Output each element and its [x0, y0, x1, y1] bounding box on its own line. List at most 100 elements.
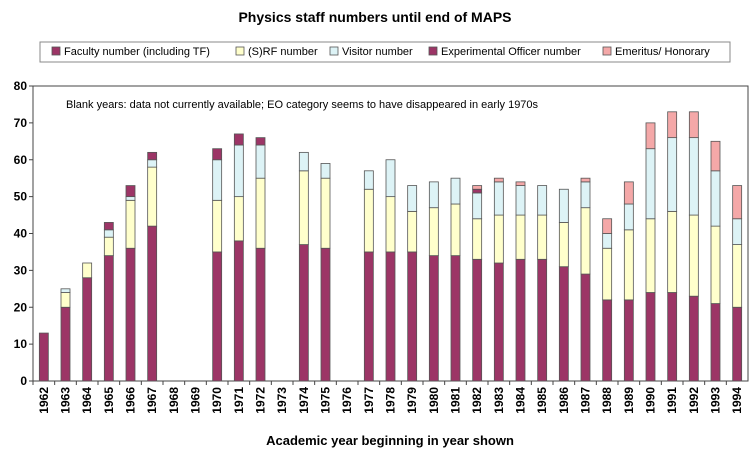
x-tick-label: 1991 [665, 387, 679, 414]
bar-segment [385, 196, 396, 253]
y-tick-label: 20 [14, 300, 28, 314]
bar-segment [645, 122, 656, 150]
bar-segment [602, 247, 613, 301]
bar-segment [147, 166, 158, 227]
bar-segment [255, 137, 266, 146]
bar-segment [233, 196, 244, 242]
bar-segment [125, 199, 136, 249]
x-tick-label: 1980 [427, 387, 441, 414]
bar-segment [472, 188, 483, 194]
bar-segment [125, 247, 136, 382]
bar-segment [233, 133, 244, 146]
bar-segment [710, 140, 721, 172]
chart-title: Physics staff numbers until end of MAPS [238, 9, 511, 25]
bar-segment [363, 188, 374, 253]
bar-segment [623, 299, 634, 382]
bar-segment [450, 255, 461, 382]
bar-segment [558, 266, 569, 382]
bar-segment [645, 292, 656, 382]
y-axis: 0 10 20 30 40 50 60 70 80 [14, 79, 33, 388]
bar-segment [147, 159, 158, 168]
x-axis-label: Academic year beginning in year shown [266, 433, 514, 448]
x-tick-label: 1966 [124, 387, 138, 414]
bar-segment [38, 332, 49, 382]
bar-segment [558, 222, 569, 268]
x-axis: 1962 1963 1964 1965 1966 1967 1968 1969 1970 1971… [32, 381, 744, 414]
x-tick-label: 1982 [470, 387, 484, 414]
x-tick-label: 1994 [730, 387, 744, 414]
x-tick-label: 1968 [167, 387, 181, 414]
bar-segment [233, 144, 244, 198]
bar-segment [732, 244, 743, 308]
y-tick-label: 40 [14, 227, 28, 241]
x-tick-label: 1964 [80, 387, 94, 414]
legend-entry: Emeritus/ Honorary [615, 46, 710, 58]
bar-segment [602, 233, 613, 249]
x-tick-label: 1977 [362, 387, 376, 414]
bar-segment [688, 111, 699, 139]
bar-segment [732, 218, 743, 245]
x-tick-label: 1988 [600, 387, 614, 414]
bar-segment [493, 262, 504, 382]
y-tick-label: 30 [14, 263, 28, 277]
x-tick-label: 1969 [189, 387, 203, 414]
legend-box [39, 41, 731, 63]
bar-segment [320, 163, 331, 179]
bar-segment [645, 148, 656, 220]
y-tick-label: 10 [14, 337, 28, 351]
bar-segment [60, 288, 71, 293]
bar-segment [515, 185, 526, 216]
legend-entry: (S)RF number [248, 46, 318, 58]
x-tick-label: 1975 [319, 387, 333, 414]
x-tick-label: 1984 [514, 387, 528, 414]
bar-segment [493, 181, 504, 216]
bar-segment [233, 240, 244, 382]
y-tick-label: 70 [14, 116, 28, 130]
x-tick-label: 1972 [254, 387, 268, 414]
x-tick-label: 1971 [232, 387, 246, 414]
bar-segment [602, 299, 613, 382]
bar-segment [103, 255, 114, 382]
bar-segment [450, 177, 461, 205]
chart-annotation: Blank years: data not currently availabl… [66, 99, 539, 111]
bar-segment [710, 170, 721, 227]
bar-segment [298, 170, 309, 245]
bar-segment [103, 222, 114, 231]
legend: Faculty number (including TF) (S)RF numbe… [39, 41, 731, 63]
x-tick-label: 1970 [210, 387, 224, 414]
legend-swatch [602, 46, 612, 56]
y-tick-label: 60 [14, 153, 28, 167]
bar-segment [667, 137, 678, 212]
bar-segment [212, 159, 223, 201]
bar-segment [407, 251, 418, 382]
bar-segment [320, 177, 331, 249]
bar-segment [667, 210, 678, 293]
bar-segment [515, 214, 526, 260]
x-tick-label: 1986 [557, 387, 571, 414]
x-tick-label: 1989 [622, 387, 636, 414]
x-tick-label: 1983 [492, 387, 506, 414]
bar-segment [515, 258, 526, 382]
bar-segment [688, 137, 699, 216]
x-tick-label: 1976 [340, 387, 354, 414]
bar-segment [428, 207, 439, 257]
bar-segment [580, 181, 591, 209]
bar-segment [363, 170, 374, 190]
bar-segment [385, 159, 396, 198]
bar-segment [320, 247, 331, 382]
x-tick-label: 1979 [405, 387, 419, 414]
bar-segment [667, 292, 678, 382]
bar-segment [710, 303, 721, 382]
bar-segment [255, 247, 266, 382]
bar-segment [255, 144, 266, 179]
bar-segment [732, 306, 743, 382]
bar-segment [580, 273, 591, 382]
legend-entry: Experimental Officer number [441, 46, 581, 58]
bar-segment [472, 218, 483, 260]
bar-segment [537, 214, 548, 260]
bar-segment [60, 306, 71, 382]
bar-segment [602, 218, 613, 234]
bar-segment [407, 210, 418, 253]
y-tick-label: 0 [20, 374, 27, 388]
x-tick-label: 1965 [102, 387, 116, 414]
